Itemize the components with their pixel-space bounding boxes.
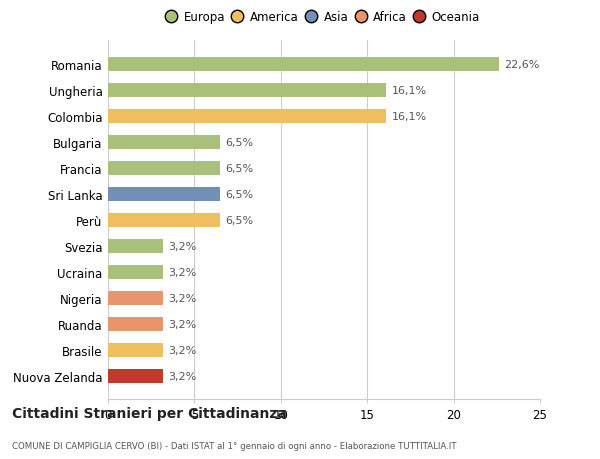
Bar [108,109,386,124]
Text: 6,5%: 6,5% [226,215,254,225]
Bar [108,213,220,228]
Text: COMUNE DI CAMPIGLIA CERVO (BI) - Dati ISTAT al 1° gennaio di ogni anno - Elabora: COMUNE DI CAMPIGLIA CERVO (BI) - Dati IS… [12,441,457,450]
Text: 6,5%: 6,5% [226,163,254,174]
Text: 16,1%: 16,1% [391,112,427,122]
Text: Cittadini Stranieri per Cittadinanza: Cittadini Stranieri per Cittadinanza [12,406,287,420]
Bar [108,239,163,253]
Text: 16,1%: 16,1% [391,86,427,95]
Bar [108,317,163,331]
Bar [108,161,220,176]
Text: 3,2%: 3,2% [169,345,197,355]
Text: 6,5%: 6,5% [226,190,254,199]
Bar [108,291,163,305]
Bar [108,187,220,202]
Text: 3,2%: 3,2% [169,267,197,277]
Bar [108,57,499,72]
Bar [108,343,163,357]
Bar [108,369,163,383]
Text: 22,6%: 22,6% [504,60,539,70]
Text: 3,2%: 3,2% [169,293,197,303]
Text: 3,2%: 3,2% [169,241,197,251]
Text: 3,2%: 3,2% [169,319,197,329]
Bar [108,84,386,98]
Text: 6,5%: 6,5% [226,138,254,147]
Legend: Europa, America, Asia, Africa, Oceania: Europa, America, Asia, Africa, Oceania [168,11,480,24]
Text: 3,2%: 3,2% [169,371,197,381]
Bar [108,135,220,150]
Bar [108,265,163,280]
